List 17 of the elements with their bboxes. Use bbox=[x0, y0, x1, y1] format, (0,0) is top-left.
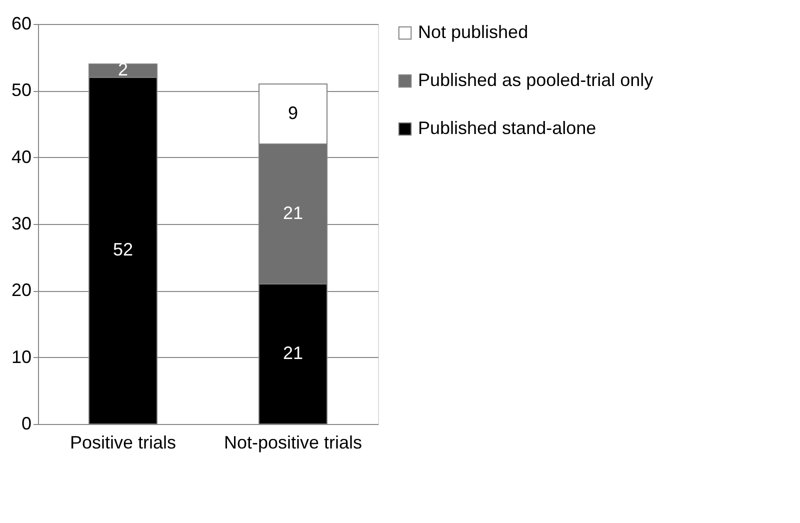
data-label: 9 bbox=[288, 103, 298, 123]
y-tick-label: 10 bbox=[11, 346, 32, 367]
data-label: 21 bbox=[282, 343, 304, 363]
y-tick-label: 40 bbox=[11, 146, 32, 167]
y-tick-label: 20 bbox=[11, 280, 32, 300]
y-tick-label: 0 bbox=[21, 414, 32, 434]
legend-label: Not published bbox=[418, 22, 528, 42]
y-tick-label: 30 bbox=[11, 214, 32, 234]
y-tick-label: 50 bbox=[11, 80, 32, 100]
data-label: 21 bbox=[282, 203, 304, 223]
legend-label: Published stand-alone bbox=[418, 118, 596, 138]
data-label: 52 bbox=[112, 240, 134, 260]
y-tick-label: 60 bbox=[11, 14, 32, 34]
x-tick-label: Positive trials bbox=[70, 432, 176, 452]
x-tick-label: Not-positive trials bbox=[224, 432, 362, 452]
legend-label: Published as pooled-trial only bbox=[418, 70, 654, 90]
data-label: 2 bbox=[118, 60, 128, 80]
